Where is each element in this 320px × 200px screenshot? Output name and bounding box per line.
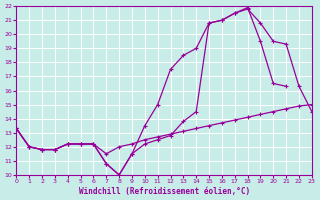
X-axis label: Windchill (Refroidissement éolien,°C): Windchill (Refroidissement éolien,°C) xyxy=(78,187,250,196)
